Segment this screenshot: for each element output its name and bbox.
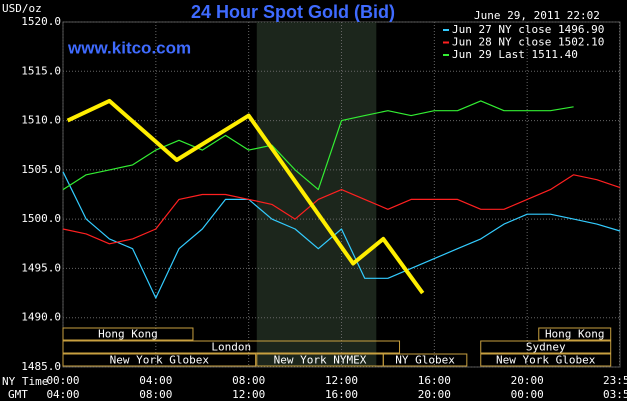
chart-title: 24 Hour Spot Gold (Bid) — [191, 2, 395, 22]
session-label: Hong Kong — [98, 328, 158, 341]
session-label: New York Globex — [496, 354, 596, 367]
y-tick-label: 1500.0 — [21, 212, 61, 225]
y-tick-label: 1520.0 — [21, 15, 61, 28]
highlight-region — [256, 22, 377, 367]
x-tick-label-gmt: 12:00 — [232, 388, 265, 401]
x-tick-label: 04:00 — [139, 374, 172, 387]
session-box — [62, 340, 401, 354]
x-tick-label: 12:00 — [325, 374, 358, 387]
x-tick-label: 23:59 — [603, 374, 627, 387]
x-axis-label-gmt: GMT — [8, 388, 28, 401]
trend-line — [66, 98, 425, 295]
session-label: NY Globex — [395, 354, 455, 367]
price-line — [62, 100, 574, 191]
plot-area — [62, 21, 621, 368]
x-tick-label-gmt: 03:59 — [603, 388, 627, 401]
legend-label: Jun 29 Last 1511.40 — [452, 48, 578, 61]
y-tick-label: 1490.0 — [21, 311, 61, 324]
x-tick-label: 08:00 — [232, 374, 265, 387]
session-box — [382, 353, 468, 367]
price-line — [62, 174, 621, 245]
y-axis-label: USD/oz — [2, 2, 42, 15]
x-tick-label-gmt: 00:00 — [511, 388, 544, 401]
timestamp: June 29, 2011 22:02 — [474, 9, 600, 22]
y-tick-label: 1510.0 — [21, 114, 61, 127]
x-tick-label-gmt: 08:00 — [139, 388, 172, 401]
x-tick-label-gmt: 20:00 — [418, 388, 451, 401]
y-tick-label: 1515.0 — [21, 64, 61, 77]
x-tick-label: 20:00 — [511, 374, 544, 387]
session-label: New York NYMEX — [274, 354, 367, 367]
session-label: Sydney — [526, 341, 566, 354]
y-tick-label: 1495.0 — [21, 261, 61, 274]
y-tick-label: 1485.0 — [21, 360, 61, 373]
session-box — [538, 327, 612, 341]
session-label: London — [211, 341, 251, 354]
session-box — [62, 327, 194, 341]
session-box — [480, 353, 612, 367]
session-box — [480, 340, 612, 354]
x-tick-label-gmt: 04:00 — [46, 388, 79, 401]
legend-label: Jun 28 NY close 1502.10 — [452, 36, 604, 49]
price-line — [62, 171, 621, 299]
site: www.kitco.com — [67, 38, 191, 57]
x-tick-label: 16:00 — [418, 374, 451, 387]
session-box — [62, 353, 257, 367]
session-label: New York Globex — [110, 354, 210, 367]
x-tick-label-gmt: 16:00 — [325, 388, 358, 401]
y-tick-label: 1505.0 — [21, 163, 61, 176]
x-tick-label: 00:00 — [46, 374, 79, 387]
session-label: Hong Kong — [545, 328, 605, 341]
legend-label: Jun 27 NY close 1496.90 — [452, 23, 604, 36]
x-axis-label: NY Time — [2, 375, 48, 388]
